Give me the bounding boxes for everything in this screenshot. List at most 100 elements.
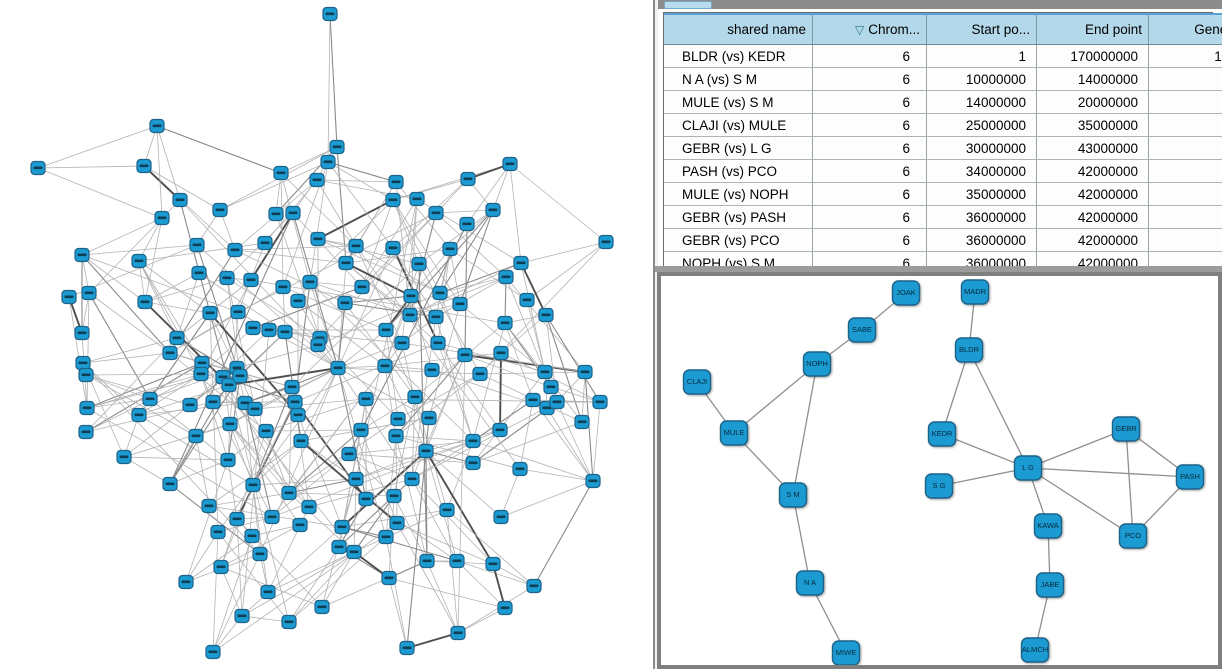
network-node[interactable] (378, 322, 394, 338)
network-node[interactable] (388, 428, 404, 444)
network-node[interactable] (334, 519, 350, 535)
network-edge[interactable] (138, 414, 254, 486)
network-edge[interactable] (267, 551, 355, 593)
network-edge[interactable] (220, 518, 238, 568)
network-edge[interactable] (252, 401, 296, 486)
network-edge[interactable] (300, 367, 339, 442)
network-node[interactable] (442, 241, 458, 257)
network-node[interactable] (388, 174, 404, 190)
network-node[interactable] (465, 433, 481, 449)
network-edge[interactable] (81, 254, 239, 313)
subnetwork-node-sabe[interactable]: SABE (847, 317, 877, 343)
network-edge[interactable] (428, 303, 461, 419)
network-edge[interactable] (361, 199, 394, 288)
network-edge[interactable] (179, 199, 211, 314)
network-edge[interactable] (185, 531, 219, 583)
network-edge[interactable] (292, 212, 339, 369)
subnetwork-node-almch[interactable]: ALMCH (1020, 637, 1050, 663)
network-edge[interactable] (385, 329, 416, 398)
network-edge[interactable] (86, 398, 151, 409)
network-edge[interactable] (144, 277, 228, 303)
network-edge[interactable] (395, 435, 521, 470)
network-edge[interactable] (348, 453, 474, 464)
network-node[interactable] (193, 366, 209, 382)
network-edge[interactable] (86, 373, 202, 409)
network-edge[interactable] (138, 217, 163, 262)
table-row[interactable]: GEBR (vs) PASH636000000420000008.9 (664, 205, 1222, 229)
network-edge[interactable] (252, 440, 302, 486)
network-edge[interactable] (435, 209, 494, 214)
network-edge[interactable] (341, 526, 458, 562)
network-edge[interactable] (88, 292, 171, 354)
network-node[interactable] (526, 578, 542, 594)
network-edge[interactable] (411, 354, 466, 480)
network-node[interactable] (287, 394, 303, 410)
subnetwork-node-s-g[interactable]: S G (924, 473, 954, 499)
network-edge[interactable] (280, 172, 311, 283)
network-edge[interactable] (395, 435, 428, 562)
network-node[interactable] (592, 394, 608, 410)
table-row[interactable]: MULE (vs) S M614000000200000007.5 (664, 90, 1222, 114)
network-edge[interactable] (550, 386, 601, 403)
network-node[interactable] (385, 240, 401, 256)
network-edge[interactable] (185, 459, 229, 583)
network-edge[interactable] (418, 209, 494, 265)
network-node[interactable] (432, 285, 448, 301)
network-edge[interactable] (237, 212, 437, 313)
table-row[interactable]: GEBR (vs) L G6300000004300000016.9 (664, 136, 1222, 160)
network-edge[interactable] (288, 546, 340, 623)
network-edge[interactable] (393, 396, 416, 497)
network-node[interactable] (149, 118, 165, 134)
network-node[interactable] (574, 414, 590, 430)
network-node[interactable] (330, 360, 346, 376)
network-node[interactable] (459, 216, 475, 232)
network-node[interactable] (354, 279, 370, 295)
column-header-1[interactable]: ▽ Chrom... (812, 13, 927, 45)
network-edge[interactable] (457, 585, 535, 634)
network-edge[interactable] (138, 260, 211, 314)
network-edge[interactable] (519, 399, 534, 470)
network-edge[interactable] (519, 468, 594, 482)
network-node[interactable] (538, 307, 554, 323)
network-edge[interactable] (316, 179, 397, 183)
network-edge[interactable] (185, 535, 253, 583)
network-node[interactable] (78, 367, 94, 383)
network-edge[interactable] (337, 329, 387, 369)
filter-funnel-icon[interactable]: ▽ (855, 23, 865, 37)
network-node[interactable] (116, 449, 132, 465)
network-node[interactable] (202, 305, 218, 321)
network-node[interactable] (409, 191, 425, 207)
network-edge[interactable] (144, 217, 163, 303)
table-row[interactable]: N A (vs) S M610000000140000006.6 (664, 67, 1222, 91)
network-edge[interactable] (228, 367, 339, 386)
network-node[interactable] (81, 285, 97, 301)
network-node[interactable] (543, 379, 559, 395)
network-edge[interactable] (464, 223, 468, 356)
subnetwork-node-joak[interactable]: JOAK (891, 280, 921, 306)
network-node[interactable] (281, 614, 297, 630)
network-edge[interactable] (439, 209, 494, 294)
network-edge[interactable] (392, 178, 469, 201)
column-header-2[interactable]: Start po... (926, 13, 1037, 45)
network-edge[interactable] (222, 376, 290, 494)
network-edge[interactable] (464, 354, 552, 388)
network-node[interactable] (136, 158, 152, 174)
network-edge[interactable] (198, 272, 339, 369)
network-node[interactable] (261, 322, 277, 338)
network-node[interactable] (450, 625, 466, 641)
network-edge[interactable] (733, 363, 818, 434)
network-node[interactable] (232, 368, 248, 384)
network-node[interactable] (245, 477, 261, 493)
network-edge[interactable] (388, 577, 506, 609)
subnetwork-node-pco[interactable]: PCO (1118, 523, 1148, 549)
network-edge[interactable] (169, 375, 241, 485)
network-edge[interactable] (220, 524, 301, 568)
network-edge[interactable] (176, 272, 200, 339)
network-edge[interactable] (353, 495, 395, 553)
network-node[interactable] (385, 192, 401, 208)
table-row[interactable]: PASH (vs) PCO6340000004200000011.4 (664, 159, 1222, 183)
column-header-0[interactable]: shared name (664, 13, 813, 45)
network-node[interactable] (457, 347, 473, 363)
network-edge[interactable] (457, 607, 506, 634)
network-node[interactable] (353, 422, 369, 438)
